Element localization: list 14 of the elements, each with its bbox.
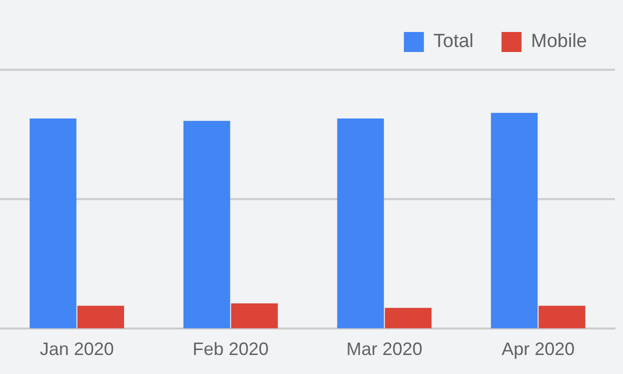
bar (30, 118, 76, 328)
bar (231, 303, 278, 328)
legend-label: Total (433, 31, 474, 52)
x-tick-label: Jan 2020 (40, 339, 114, 360)
legend-label: Mobile (531, 31, 588, 52)
bar (538, 306, 586, 328)
bar (337, 118, 384, 328)
bar (183, 120, 230, 328)
x-tick-label: Feb 2020 (192, 339, 269, 360)
bar (77, 306, 124, 328)
x-tick-label: Apr 2020 (502, 339, 575, 360)
x-tick-label: Mar 2020 (346, 339, 422, 360)
bar (490, 112, 538, 328)
bar (384, 308, 432, 328)
